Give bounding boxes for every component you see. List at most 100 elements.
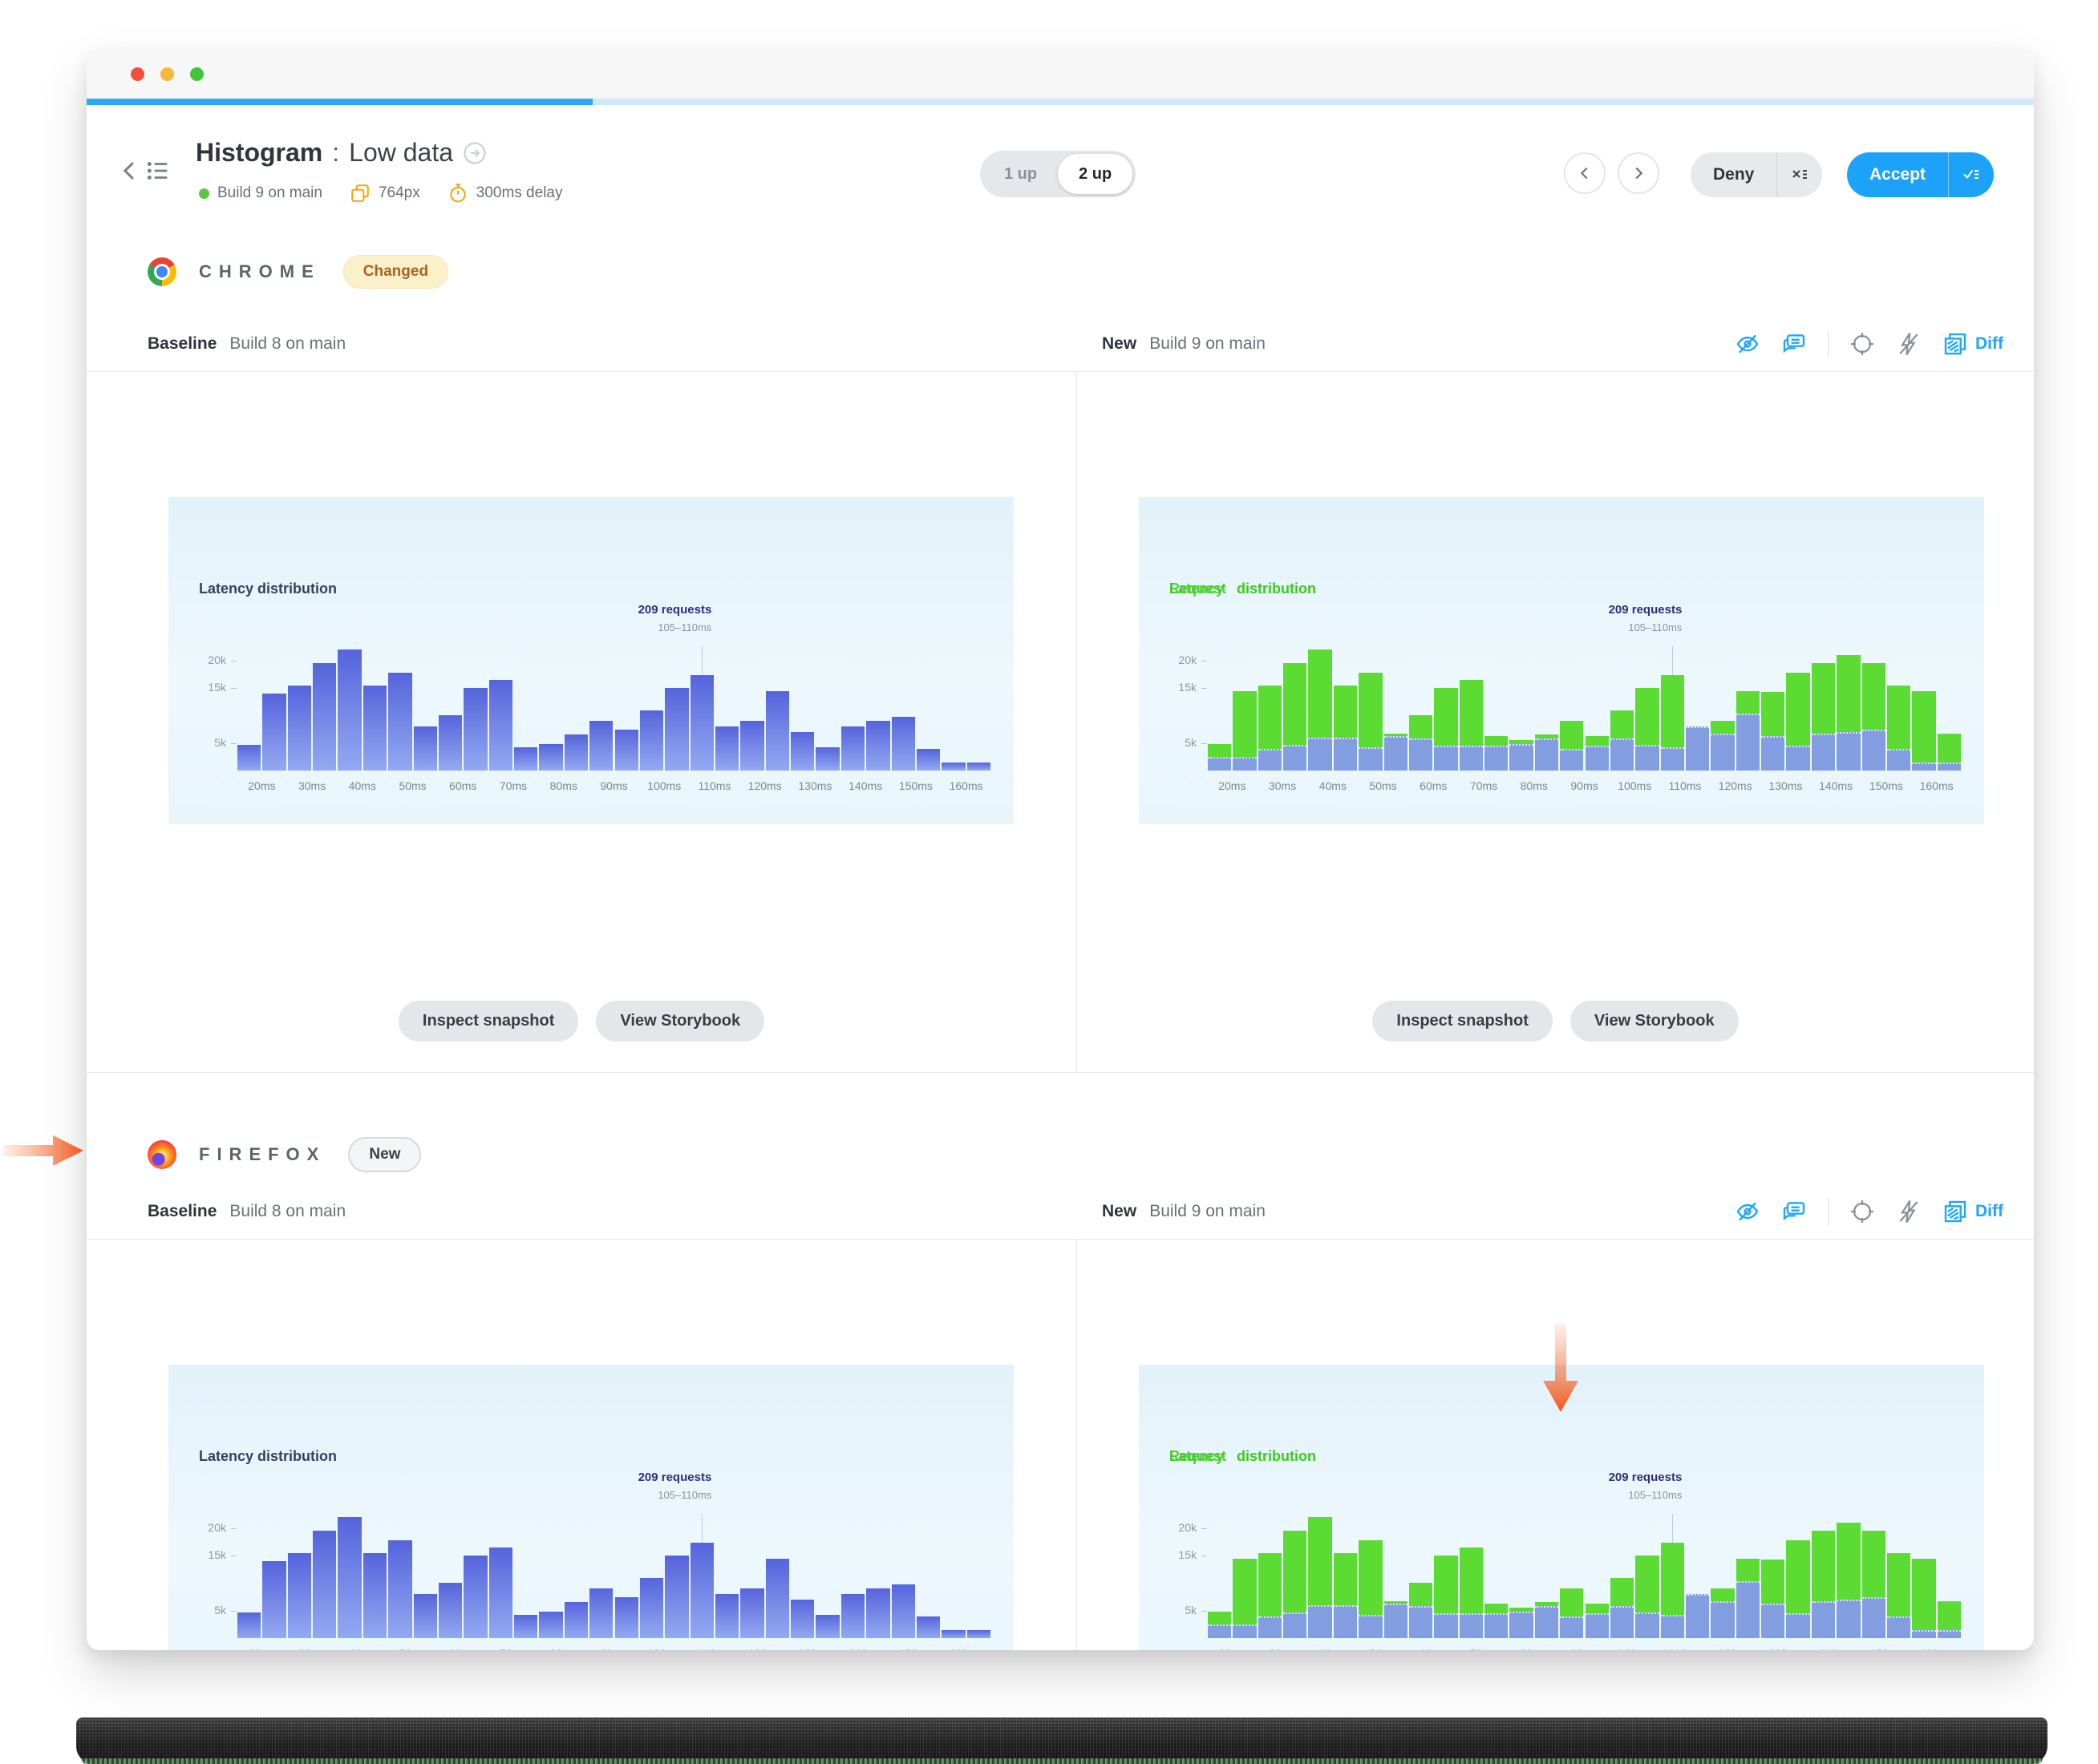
snapshot-chrome-baseline[interactable]: Latency distribution 5k 15k 20k 20ms 30ms 40ms… [168,497,1014,824]
histogram-bar-overlap [1408,738,1433,771]
comments-icon[interactable] [1781,331,1807,357]
y-tick-mark [231,688,237,690]
histogram-bar-overlap [1685,1594,1710,1638]
histogram-bar-overlap [1585,1613,1609,1638]
histogram-bar-overlap [1912,762,1936,771]
hide-snapshot-icon[interactable] [1735,331,1760,357]
histogram-bar-overlap [1786,746,1810,771]
histogram-bar-overlap [1233,756,1257,771]
x-tick-label: 80ms [1509,1647,1560,1650]
annotation-label: 209 requests [1608,1471,1683,1484]
section-header-chrome: CHROME Changed [148,255,449,289]
next-change-button[interactable] [1618,152,1659,194]
x-tick-label: 20ms [236,1647,287,1650]
histogram-bar [539,744,563,771]
baseline-build: Build 8 on main [229,1202,346,1220]
x-tick-label: 150ms [898,779,933,792]
histogram-bar-overlap [1333,1604,1358,1638]
histogram-bar-overlap [1359,746,1383,771]
story-list-button[interactable] [144,157,172,184]
histogram-bar-overlap [1308,737,1332,771]
histogram-bar [313,663,337,771]
y-tick-label: 20k [1178,1520,1197,1534]
histogram-bar [614,1596,638,1638]
view-mode-2up[interactable]: 2 up [1058,154,1133,194]
x-tick-label: 90ms [589,1647,640,1650]
actions-chrome-baseline: Inspect snapshot View Storybook [87,1001,1076,1042]
snapshot-firefox-baseline[interactable]: Latency distribution 5k 15k 20k 20ms30ms40ms… [168,1365,1014,1650]
x-tick-label: 60ms [437,1647,488,1650]
y-tick-mark [231,1527,237,1529]
diff-toggle[interactable]: Diff [1942,331,2003,357]
histogram-bar-overlap [1434,1613,1458,1638]
histogram-bar-overlap [1258,748,1282,771]
x-tick-label: 80ms [1520,779,1548,792]
focus-crosshair-icon[interactable] [1849,1199,1875,1224]
diff-icon [1944,1200,1966,1223]
snapshot-chrome-new-diff[interactable]: Latency Request distribution 5k 15k 20k 20ms 30… [1139,497,1984,824]
accept-batch-button[interactable] [1949,152,1994,197]
previous-change-button[interactable] [1564,152,1606,194]
histogram-bar [287,685,312,771]
new-build: Build 9 on main [1149,1202,1266,1220]
comparison-header-chrome: Baseline Build 8 on main New Build 9 on … [87,317,2034,371]
accept-button-group: Accept [1847,152,1995,197]
view-storybook-button[interactable]: View Storybook [596,1001,765,1042]
histogram-bar-overlap [1685,726,1710,771]
build-status: Build 9 on main [199,184,322,202]
focus-crosshair-icon[interactable] [1849,331,1875,357]
histogram-bar [514,1614,538,1638]
y-tick-label: 5k [1185,735,1197,749]
histogram-bar [539,1612,563,1638]
x-tick-label: 150ms [1861,1647,1912,1650]
diff-toggle[interactable]: Diff [1942,1199,2003,1224]
histogram-bar [262,1560,286,1638]
view-storybook-button[interactable]: View Storybook [1569,1001,1739,1042]
window-titlebar [87,48,2034,98]
view-mode-1up[interactable]: 1 up [1004,164,1038,183]
x-tick-label: 120ms [739,1647,791,1650]
browser-name: FIREFOX [199,1144,326,1164]
deny-batch-button[interactable] [1777,152,1822,197]
inspect-snapshot-button[interactable]: Inspect snapshot [398,1001,579,1042]
comments-icon[interactable] [1781,1199,1807,1224]
histogram-bar [816,1615,840,1638]
component-name: Histogram [196,138,323,167]
check-list-icon [1963,169,1979,180]
histogram-bar [313,1531,337,1638]
accept-button[interactable]: Accept [1869,165,1926,184]
back-chevron-button[interactable] [117,157,144,184]
histogram-bar-overlap [1233,1624,1257,1638]
page-title: Histogram : Low data [196,138,487,168]
deny-button[interactable]: Deny [1713,165,1755,184]
minimize-window-button[interactable] [160,67,174,81]
close-window-button[interactable] [131,67,144,81]
histogram-bar-overlap [1761,1603,1785,1638]
view-mode-toggle: 1 up 2 up [980,151,1136,197]
zoom-window-button[interactable] [190,67,204,81]
inspect-snapshot-button[interactable]: Inspect snapshot [1372,1001,1553,1042]
x-tick-label: 120ms [747,779,782,792]
histogram-bar-overlap [1736,714,1760,771]
histogram-bar [413,726,437,771]
x-tick-label: 110ms [1668,779,1702,792]
flash-off-icon[interactable] [1896,331,1922,357]
x-tick-label: 60ms [1420,779,1448,792]
x-tick-label: 70ms [1458,1647,1509,1650]
go-to-story-icon[interactable] [463,141,487,165]
histogram-bar [338,1517,362,1638]
histogram-bar [840,726,865,771]
histogram-bar [690,675,714,771]
histogram-bar-overlap [1434,746,1458,771]
x-tick-label: 70ms [488,1647,539,1650]
x-tick-label: 160ms [941,1647,992,1650]
diff-title-suffix: distribution [1237,1448,1316,1464]
histogram-bar [866,721,890,771]
histogram-bar-overlap [1484,1613,1509,1638]
histogram-bar-overlap [1711,734,1735,771]
x-tick-label: 100ms [638,1647,690,1650]
histogram-bar [388,1539,412,1638]
flash-off-icon[interactable] [1896,1199,1922,1224]
hide-snapshot-icon[interactable] [1735,1199,1760,1224]
